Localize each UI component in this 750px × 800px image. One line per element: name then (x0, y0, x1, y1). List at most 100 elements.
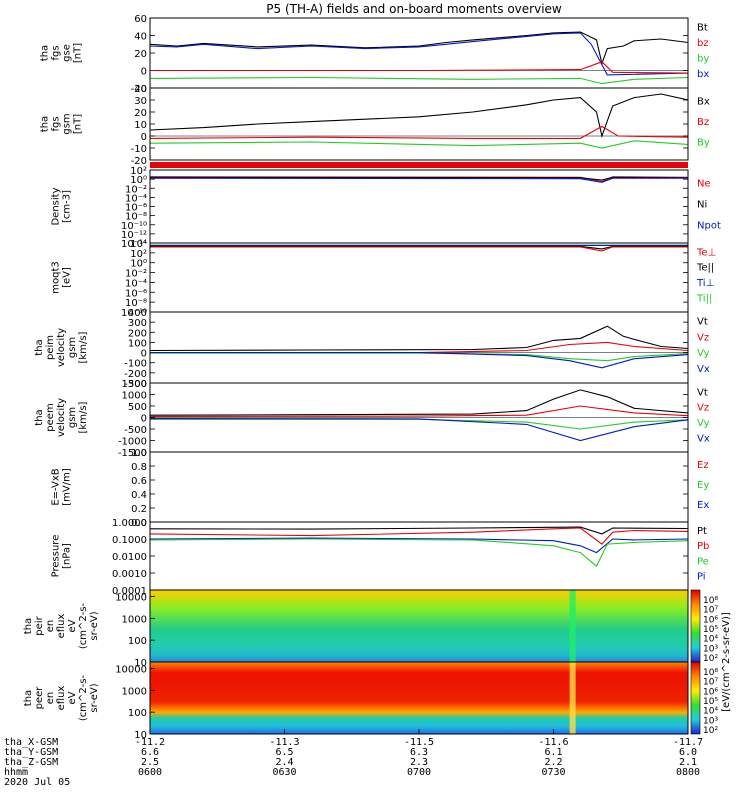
x-tick-label: 0700 (407, 767, 431, 778)
y-axis-label: peem (45, 403, 56, 431)
y-tick-label: 10² (130, 249, 147, 260)
legend-entry: Vy (697, 418, 710, 429)
x-tick-label: 2.3 (410, 757, 428, 768)
legend-entry: Vx (697, 433, 710, 444)
legend-entry: Vz (697, 332, 709, 343)
y-tick-label: 10⁻² (125, 184, 147, 195)
panel-frame (149, 451, 689, 523)
y-tick-label: 200 (128, 328, 147, 339)
panel-1: 60 40 20 0 -20 tha fgs gse [nT] Bt bz by bx (40, 14, 710, 95)
x-tick-label: -11.2 (135, 737, 165, 748)
legend-entry: Ti|| (696, 293, 712, 304)
series-line-vx (150, 418, 688, 442)
series-line-by (150, 140, 688, 149)
legend-entry: Te⊥ (696, 247, 716, 258)
colorbar (690, 661, 701, 735)
panel-frame (149, 311, 689, 384)
legend-entry: by (697, 54, 709, 65)
x-tick-label: 2.5 (141, 757, 159, 768)
panel-frame (149, 521, 689, 591)
legend-entry: Pb (697, 541, 709, 552)
y-tick-label: 0 (141, 67, 147, 78)
legend-entry: Vt (697, 317, 708, 328)
x-tick-label: 6.1 (544, 747, 562, 758)
y-axis-label: tha (40, 45, 51, 61)
y-tick-label: 20 (134, 108, 147, 119)
y-tick-label: 10⁻⁴ (125, 193, 147, 204)
y-axis-label: [km/s] (78, 331, 89, 363)
panel-7: 1.0 0.8 0.6 0.4 0.2 0.0 E=-VxB [mV/m] Ez Ey Ex (51, 448, 710, 529)
legend-entry: Ex (697, 500, 709, 511)
series-line-vy (150, 418, 688, 430)
series-line-pb (150, 527, 688, 545)
y-tick-label: -20 (131, 156, 147, 167)
colorbar-tick-label: 10⁸ (703, 596, 718, 606)
series-line-ni (150, 176, 688, 181)
y-axis-label: velocity (56, 398, 67, 437)
series-line-pt (150, 526, 688, 535)
figure-title: P5 (TH-A) fields and on-board moments ov… (266, 2, 562, 16)
y-tick-label: 0.1000 (112, 535, 147, 546)
legend-entry: Pe (697, 556, 709, 567)
y-tick-label: -200 (124, 369, 147, 380)
y-axis-label: moqt3 (51, 261, 62, 294)
y-axis-label: tha (23, 690, 34, 706)
x-tick-label: 0730 (541, 767, 565, 778)
y-tick-label: 1.0000 (112, 518, 147, 529)
series-line-vx (150, 352, 688, 369)
y-tick-label: 10⁻² (125, 269, 147, 280)
colorbar-tick-label: 10⁴ (703, 635, 718, 645)
y-tick-label: 30 (134, 96, 147, 107)
colorbar-tick-label: 10⁶ (703, 615, 718, 625)
series-group (150, 526, 688, 568)
legend-entry: Vt (697, 387, 708, 398)
y-tick-label: 0.0 (131, 518, 147, 529)
y-tick-label: 0.6 (131, 476, 147, 487)
colorbar-title: [eV/(cm^2-s-sr-eV)] (721, 612, 732, 712)
colorbar-tick-label: 10⁶ (703, 687, 718, 697)
y-tick-label: 1000 (122, 614, 147, 625)
y-tick-label: -10 (131, 144, 147, 155)
y-tick-label: 10⁻¹⁴ (121, 239, 147, 250)
legend-entry: bx (697, 69, 709, 80)
y-tick-label: 0 (141, 414, 147, 425)
colorbar (690, 589, 701, 663)
y-tick-label: 10⁻⁴ (125, 278, 147, 289)
x-axis-labels: tha_X-GSM -11.2 -11.3 -11.5 -11.6 -11.7 tha_Y-… (4, 729, 703, 788)
series-line-bx (150, 32, 688, 76)
y-tick-label: 60 (134, 14, 147, 25)
y-axis-label: gsm (67, 337, 78, 358)
series-group (150, 389, 688, 442)
burst-band (569, 662, 576, 734)
y-tick-label: 0.2 (131, 504, 147, 515)
x-tick-label: 2.4 (275, 757, 293, 768)
y-tick-label: 0 (141, 349, 147, 360)
series-group (150, 176, 688, 183)
y-axis-label: gse (62, 44, 73, 62)
y-axis-label: velocity (56, 328, 67, 367)
y-tick-label: 10 (134, 120, 147, 131)
y-tick-label: 500 (128, 402, 147, 413)
legend-entry: Vx (697, 364, 710, 375)
y-tick-label: 0.4 (131, 490, 147, 501)
y-tick-label: 40 (134, 84, 147, 95)
colorbar-tick-label: 10³ (703, 644, 718, 654)
y-axis-label: [km/s] (78, 401, 89, 433)
series-line-by (150, 76, 688, 85)
series-group (150, 93, 688, 149)
y-axis-label: [eV] (62, 267, 73, 288)
y-axis-label: tha (40, 116, 51, 132)
x-tick-label: 2.2 (544, 757, 562, 768)
series-line-pi (150, 537, 688, 554)
y-tick-label: 300 (128, 318, 147, 329)
series-group (150, 244, 688, 252)
series-line-bt (150, 31, 688, 66)
colorbar-tick-label: 10⁵ (703, 625, 718, 635)
y-axis-label: tha (23, 618, 34, 634)
y-axis-label: peer (34, 686, 45, 710)
panel-frame (149, 87, 689, 161)
